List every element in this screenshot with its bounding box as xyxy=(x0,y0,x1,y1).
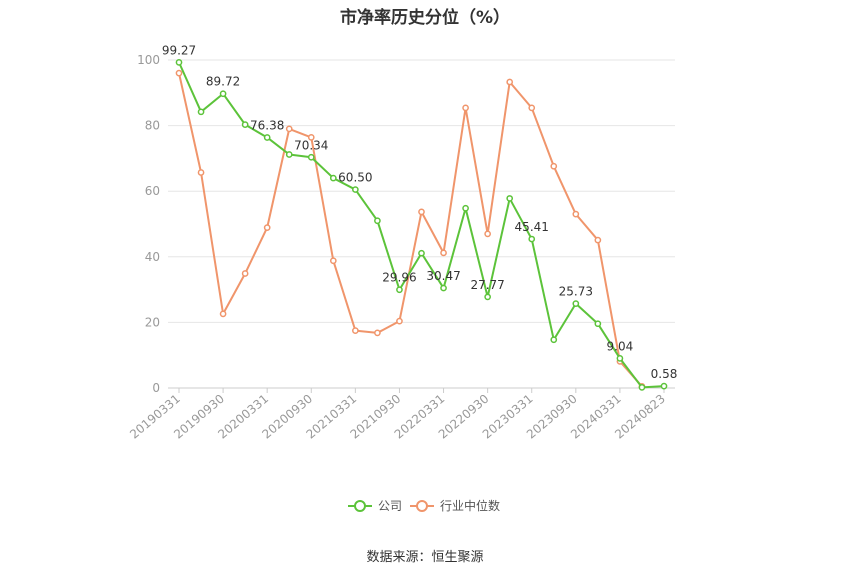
data-point xyxy=(352,186,359,193)
data-point xyxy=(594,236,602,244)
data-point xyxy=(506,195,514,202)
data-point xyxy=(241,270,249,277)
data-label: 0.58 xyxy=(651,367,678,381)
data-point xyxy=(307,153,315,161)
data-point xyxy=(219,310,227,318)
y-tick-label: 20 xyxy=(145,315,160,329)
data-point xyxy=(197,108,205,116)
y-tick-label: 0 xyxy=(152,381,160,395)
data-point xyxy=(550,336,558,344)
data-label: 9.04 xyxy=(607,339,634,353)
data-source: 数据来源：恒生聚源 xyxy=(366,550,484,565)
series-line-company xyxy=(178,61,665,389)
data-point xyxy=(594,320,602,328)
y-tick-label: 60 xyxy=(145,184,160,198)
data-label: 70.34 xyxy=(294,138,328,152)
data-point xyxy=(440,284,447,292)
data-point xyxy=(440,249,447,257)
data-point xyxy=(462,104,469,112)
data-point xyxy=(528,104,536,112)
data-point xyxy=(329,174,337,182)
data-point xyxy=(175,69,183,77)
data-point xyxy=(638,383,646,391)
data-label: 27.77 xyxy=(470,278,504,292)
data-point xyxy=(550,162,558,170)
data-point xyxy=(285,151,293,158)
data-point xyxy=(197,169,205,176)
data-point xyxy=(462,204,469,212)
chart-title: 市净率历史分位（%） xyxy=(339,8,511,28)
data-point xyxy=(418,249,425,257)
data-point xyxy=(484,230,491,238)
data-point xyxy=(307,134,315,141)
data-label: 30.47 xyxy=(426,269,460,283)
data-point xyxy=(374,329,381,337)
legend-marker-industry xyxy=(416,500,428,512)
data-point xyxy=(572,210,580,218)
legend-label-company: 公司 xyxy=(378,499,402,513)
y-tick-label: 80 xyxy=(145,119,160,133)
data-point xyxy=(329,257,337,265)
data-label: 99.27 xyxy=(162,43,196,57)
legend: 公司 行业中位数 xyxy=(348,498,500,513)
data-point xyxy=(241,121,249,128)
data-label: 60.50 xyxy=(338,171,372,185)
data-point xyxy=(572,300,580,307)
series-line-industry xyxy=(178,72,643,388)
legend-label-industry: 行业中位数 xyxy=(440,498,500,513)
y-tick-label: 40 xyxy=(145,250,160,264)
data-label: 25.73 xyxy=(559,285,593,299)
data-point xyxy=(219,90,227,98)
data-point xyxy=(484,293,491,301)
data-label: 29.96 xyxy=(382,271,416,285)
data-point xyxy=(616,354,624,362)
data-label: 45.41 xyxy=(515,220,549,234)
data-label: 89.72 xyxy=(206,75,240,89)
data-point xyxy=(418,208,425,216)
data-point xyxy=(285,125,293,133)
y-tick-label: 100 xyxy=(137,53,160,67)
data-point xyxy=(660,382,668,390)
data-point xyxy=(396,317,403,325)
data-point xyxy=(374,217,381,225)
data-point xyxy=(506,78,514,86)
data-point xyxy=(352,327,359,334)
legend-marker-company xyxy=(354,500,366,512)
data-point xyxy=(263,224,271,231)
data-point xyxy=(175,59,183,66)
data-label: 76.38 xyxy=(250,118,284,132)
data-point xyxy=(396,286,403,294)
data-point xyxy=(263,134,271,141)
data-point xyxy=(528,235,536,243)
